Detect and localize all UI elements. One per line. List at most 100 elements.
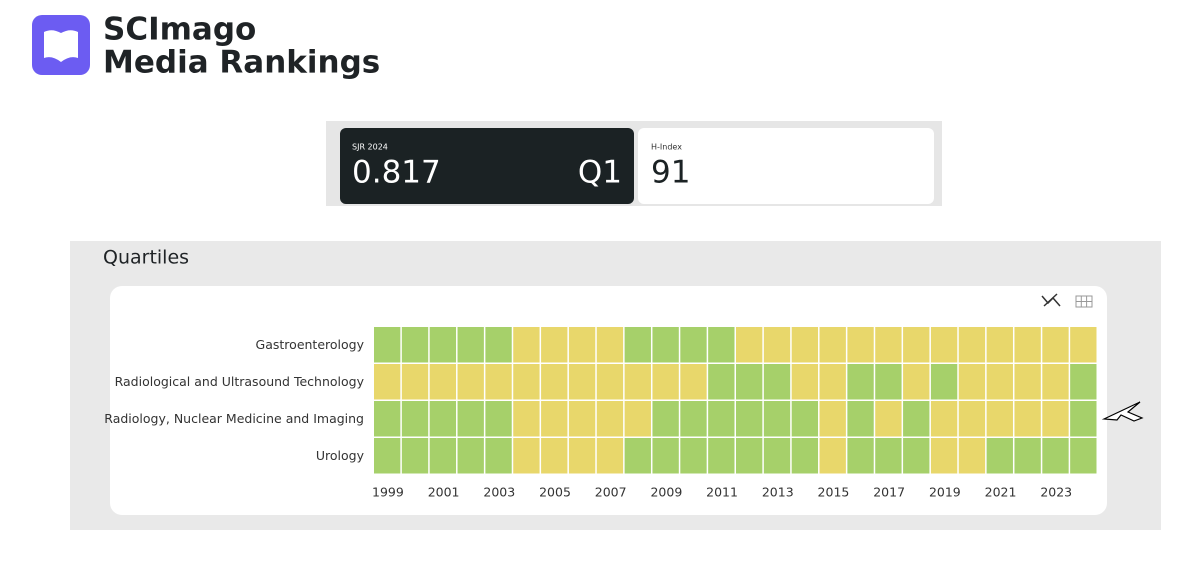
cell: [624, 401, 651, 437]
cell: [485, 438, 512, 474]
cell: [541, 438, 568, 474]
cell: [568, 327, 596, 363]
cell: [652, 401, 679, 437]
x-tick-label: 2001: [428, 485, 460, 500]
logo-book: [44, 30, 78, 62]
h-index-card: [638, 128, 934, 204]
cursor: [1101, 401, 1144, 422]
cell: [401, 364, 429, 400]
heatmap: Gastroenterology Radiological and Ultraso…: [104, 327, 1097, 500]
cell: [875, 438, 902, 474]
cell: [1014, 401, 1041, 437]
x-tick-label: 2007: [595, 485, 627, 500]
cell: [736, 364, 763, 400]
cell: [652, 438, 679, 474]
cell: [457, 327, 484, 363]
cell: [903, 401, 930, 437]
cell: [680, 401, 707, 437]
cell: [986, 401, 1013, 437]
cell: [652, 364, 679, 400]
x-tick-label: 2013: [762, 485, 794, 500]
cell: [457, 438, 484, 474]
cell: [903, 327, 930, 363]
cell: [736, 401, 763, 437]
cell: [763, 401, 791, 437]
sjr-card: [340, 128, 634, 204]
cell: [624, 364, 651, 400]
chart-card: [110, 286, 1107, 515]
sjr-quartile: Q1: [578, 155, 622, 191]
cell: [680, 438, 707, 474]
cell: [986, 364, 1013, 400]
cell: [568, 438, 596, 474]
cell: [374, 327, 401, 363]
cell: [624, 438, 651, 474]
cell: [708, 327, 735, 363]
cell: [541, 327, 568, 363]
cell: [485, 327, 512, 363]
cell: [819, 401, 846, 437]
cell: [958, 327, 986, 363]
h-index-value: 91: [651, 155, 690, 191]
cell: [457, 401, 484, 437]
cell: [819, 327, 846, 363]
cell: [513, 438, 540, 474]
cell: [819, 364, 846, 400]
cell: [374, 401, 401, 437]
cell: [791, 438, 819, 474]
cell: [429, 327, 457, 363]
x-tick-label: 2019: [929, 485, 961, 500]
cell: [596, 401, 624, 437]
x-tick-label: 2003: [483, 485, 515, 500]
cell: [958, 438, 986, 474]
cell: [401, 438, 429, 474]
cell: [541, 364, 568, 400]
cell: [1042, 438, 1069, 474]
table-view-icon[interactable]: [1075, 295, 1093, 308]
x-tick-label: 2015: [818, 485, 850, 500]
cell: [847, 327, 874, 363]
cell: [1070, 327, 1097, 363]
row-label: Radiology, Nuclear Medicine and Imaging: [104, 411, 364, 426]
cell: [680, 327, 707, 363]
x-tick-label: 2021: [985, 485, 1017, 500]
cell: [930, 438, 958, 474]
x-tick-label: 2011: [706, 485, 738, 500]
cell: [791, 401, 819, 437]
x-tick-label: 2009: [650, 485, 682, 500]
row-label: Radiological and Ultrasound Technology: [115, 374, 365, 389]
cell: [429, 364, 457, 400]
cell: [847, 401, 874, 437]
cell: [568, 364, 596, 400]
chart-view-icon[interactable]: [1041, 293, 1061, 307]
cell: [541, 401, 568, 437]
cell: [847, 438, 874, 474]
cell: [374, 364, 401, 400]
cell: [930, 401, 958, 437]
cell: [986, 327, 1013, 363]
cell: [1014, 438, 1041, 474]
cell: [596, 438, 624, 474]
cell: [875, 327, 902, 363]
cell: [986, 438, 1013, 474]
cell: [1014, 327, 1041, 363]
cell: [791, 327, 819, 363]
row-label: Urology: [316, 448, 365, 463]
cell: [819, 438, 846, 474]
cell: [958, 401, 986, 437]
section-title: Quartiles: [103, 247, 189, 269]
cell: [1042, 364, 1069, 400]
cell: [596, 364, 624, 400]
cell: [513, 364, 540, 400]
cell: [652, 327, 679, 363]
cell: [708, 438, 735, 474]
sjr-value: 0.817: [352, 155, 441, 191]
brand-line2: Media Rankings: [103, 45, 380, 81]
cell: [958, 364, 986, 400]
cell: [401, 327, 429, 363]
brand-line1: SCImago: [103, 12, 256, 48]
cell: [1070, 401, 1097, 437]
cell: [513, 401, 540, 437]
cell: [903, 438, 930, 474]
